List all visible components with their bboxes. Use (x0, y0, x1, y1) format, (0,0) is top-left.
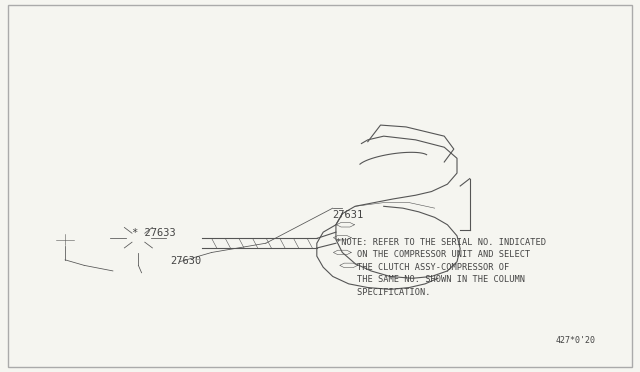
Text: *NOTE: REFER TO THE SERIAL NO. INDICATED
    ON THE COMPRESSOR UNIT AND SELECT
 : *NOTE: REFER TO THE SERIAL NO. INDICATED… (336, 238, 546, 297)
Text: 27631: 27631 (333, 210, 364, 220)
Text: 27630: 27630 (170, 256, 202, 266)
Text: * 27633: * 27633 (132, 228, 176, 238)
Text: 427*0'20: 427*0'20 (556, 336, 596, 345)
